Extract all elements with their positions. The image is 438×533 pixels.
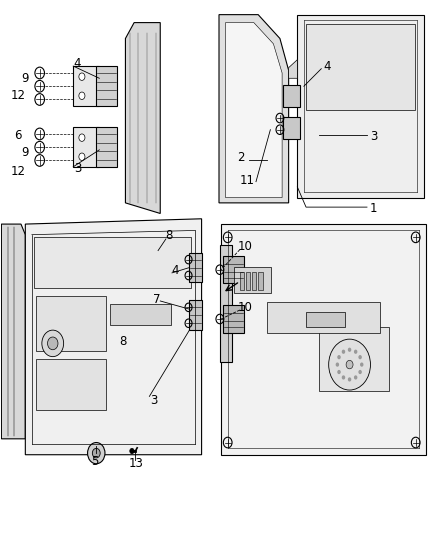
Polygon shape	[25, 219, 201, 455]
Text: 9: 9	[21, 146, 29, 159]
Text: 10: 10	[238, 301, 253, 314]
Bar	[220, 245, 232, 362]
Polygon shape	[1, 224, 25, 439]
Circle shape	[358, 370, 362, 374]
Circle shape	[348, 348, 351, 352]
Bar	[246, 272, 251, 290]
Circle shape	[79, 134, 85, 141]
Text: 4: 4	[323, 60, 331, 72]
Text: 8: 8	[165, 229, 173, 242]
Circle shape	[358, 355, 362, 359]
Bar	[189, 253, 201, 282]
Bar	[96, 66, 117, 107]
Bar	[258, 272, 262, 290]
Circle shape	[348, 377, 351, 382]
Circle shape	[79, 153, 85, 160]
Circle shape	[342, 375, 345, 379]
Circle shape	[328, 339, 371, 390]
Circle shape	[337, 370, 341, 374]
Circle shape	[79, 92, 85, 100]
Text: 3: 3	[370, 130, 377, 143]
Bar	[73, 66, 99, 107]
Polygon shape	[219, 14, 289, 203]
Circle shape	[360, 362, 364, 367]
Bar	[73, 127, 99, 167]
Text: 3: 3	[74, 162, 81, 175]
Circle shape	[346, 360, 353, 369]
Circle shape	[354, 375, 357, 379]
Polygon shape	[221, 224, 426, 455]
Circle shape	[130, 448, 134, 454]
Bar	[36, 296, 106, 351]
Circle shape	[79, 73, 85, 80]
Circle shape	[337, 355, 341, 359]
Polygon shape	[306, 23, 415, 110]
Bar	[267, 302, 380, 333]
Text: 9: 9	[21, 72, 29, 85]
Bar	[283, 85, 300, 108]
Text: 4: 4	[172, 264, 179, 277]
Text: 12: 12	[11, 89, 25, 102]
Bar	[223, 305, 244, 333]
Bar	[252, 272, 256, 290]
Bar	[306, 312, 345, 327]
Bar	[96, 127, 117, 167]
Text: 13: 13	[129, 457, 144, 470]
Bar	[36, 359, 106, 410]
Bar	[110, 304, 171, 325]
Circle shape	[92, 448, 100, 458]
Text: 10: 10	[238, 240, 253, 253]
Text: 3: 3	[150, 393, 157, 407]
Bar	[319, 327, 389, 391]
Text: 4: 4	[74, 58, 81, 70]
Bar	[283, 117, 300, 139]
Text: 12: 12	[11, 165, 25, 177]
Bar	[223, 256, 244, 284]
Polygon shape	[226, 22, 282, 198]
Text: 5: 5	[91, 455, 99, 468]
Text: 1: 1	[370, 201, 377, 215]
Bar	[240, 272, 244, 290]
Circle shape	[336, 362, 339, 367]
Circle shape	[342, 350, 345, 354]
Text: 2: 2	[237, 151, 244, 164]
Circle shape	[42, 330, 64, 357]
Bar	[234, 266, 271, 293]
Polygon shape	[289, 60, 297, 78]
Text: 7: 7	[153, 293, 161, 306]
Text: 11: 11	[240, 174, 255, 187]
Circle shape	[88, 442, 105, 464]
Bar	[34, 237, 191, 288]
Polygon shape	[297, 14, 424, 198]
Circle shape	[354, 350, 357, 354]
Bar	[189, 301, 201, 330]
Text: 6: 6	[14, 128, 21, 141]
Text: 8: 8	[120, 335, 127, 348]
Polygon shape	[125, 22, 160, 214]
Circle shape	[47, 337, 58, 350]
